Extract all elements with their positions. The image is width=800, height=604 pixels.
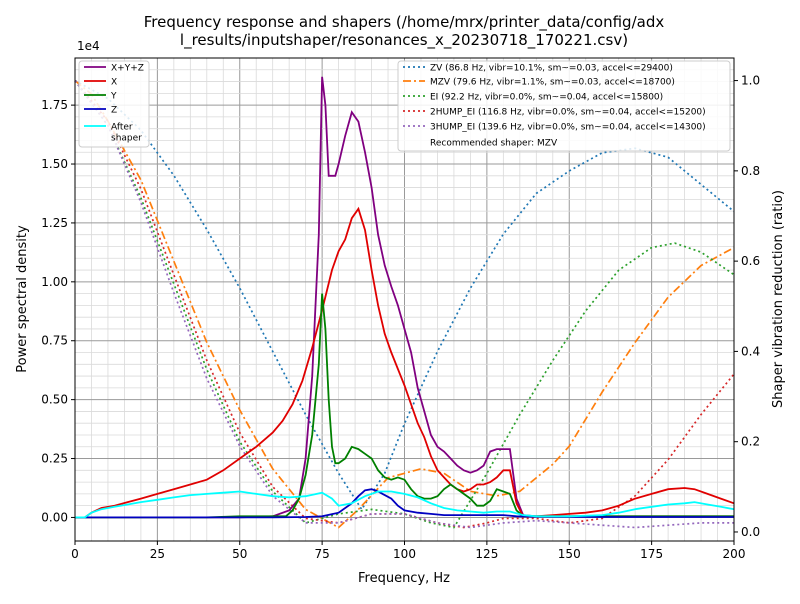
y-offset-label: 1e4 — [77, 39, 100, 53]
x-tick-label: 175 — [640, 547, 663, 561]
legend-psd-label: X+Y+Z — [111, 64, 144, 74]
y2-tick-label: 0.0 — [741, 525, 760, 539]
shaper-curve — [74, 79, 735, 511]
x-tick-label: 150 — [558, 547, 581, 561]
x-tick-label: 75 — [314, 547, 329, 561]
legend-shapers: ZV (86.8 Hz, vibr=10.1%, sm~=0.03, accel… — [397, 60, 731, 152]
legend-shaper-box — [397, 60, 731, 152]
shaper-curve — [74, 80, 735, 529]
y-axis: 0.00 0.25 0.50 0.75 1.00 1.25 1.50 1.75 — [41, 98, 75, 524]
plot-area — [74, 76, 735, 529]
x-axis: 0 25 50 75 100 125 150 175 200 — [71, 541, 745, 561]
y-tick-label: 1.75 — [41, 98, 68, 112]
legend-psd-label: Y — [110, 92, 117, 102]
y-axis-label: Power spectral density — [15, 225, 30, 373]
legend-shaper-label: MZV (79.6 Hz, vibr=1.1%, sm~=0.03, accel… — [430, 78, 675, 88]
y2-tick-label: 0.6 — [741, 254, 760, 268]
legend-shaper-label: 2HUMP_EI (116.8 Hz, vibr=0.0%, sm~=0.04,… — [430, 108, 706, 118]
x-tick-label: 100 — [393, 547, 416, 561]
psd-curve — [75, 488, 734, 519]
chart-title-line-2: l_results/inputshaper/resonances_x_20230… — [180, 31, 628, 50]
x-tick-label: 125 — [475, 547, 498, 561]
y2-axis: 0.0 0.2 0.4 0.6 0.8 1.0 — [734, 74, 760, 539]
y-tick-label: 1.00 — [41, 275, 68, 289]
legend-psd-label: Z — [111, 106, 117, 116]
legend-psd-label: shaper — [111, 134, 142, 144]
x-axis-label: Frequency, Hz — [358, 571, 450, 586]
psd-curve — [75, 206, 735, 519]
shaper-curve — [74, 79, 735, 529]
legend-shaper-label: ZV (86.8 Hz, vibr=10.1%, sm~=0.03, accel… — [430, 64, 673, 74]
shaper-curve — [74, 80, 734, 529]
psd-curve — [75, 293, 734, 519]
x-tick-label: 0 — [71, 547, 79, 561]
x-tick-label: 25 — [150, 547, 165, 561]
legend-psd-label: X — [111, 78, 117, 88]
psd-curve — [75, 490, 735, 519]
chart-title-line-1: Frequency response and shapers (/home/mr… — [144, 13, 665, 32]
y-tick-label: 1.50 — [41, 157, 68, 171]
y2-tick-label: 0.8 — [741, 164, 760, 178]
legend-psd-label: After — [111, 123, 133, 133]
x-tick-label: 200 — [723, 547, 746, 561]
y-tick-label: 1.25 — [41, 216, 68, 230]
recommended-shaper-text: Recommended shaper: MZV — [430, 139, 558, 149]
shaper-curves — [74, 79, 735, 529]
y-tick-label: 0.75 — [41, 334, 68, 348]
y-tick-label: 0.50 — [41, 393, 68, 407]
x-tick-label: 50 — [232, 547, 247, 561]
psd-curves — [75, 76, 735, 519]
y-tick-label: 0.00 — [41, 510, 68, 524]
legend-shaper-label: EI (92.2 Hz, vibr=0.0%, sm~=0.04, accel<… — [430, 93, 663, 103]
legend-shaper-label: 3HUMP_EI (139.6 Hz, vibr=0.0%, sm~=0.04,… — [430, 123, 706, 133]
y2-axis-label: Shaper vibration reduction (ratio) — [771, 190, 786, 408]
y2-tick-label: 0.2 — [741, 435, 760, 449]
y-tick-label: 0.25 — [41, 452, 68, 466]
y2-tick-label: 1.0 — [741, 74, 760, 88]
shaper-curve — [74, 80, 735, 529]
y2-tick-label: 0.4 — [741, 344, 760, 358]
